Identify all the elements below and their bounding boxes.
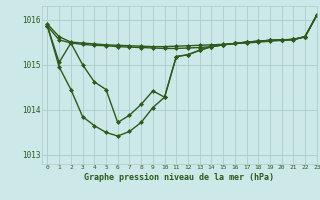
X-axis label: Graphe pression niveau de la mer (hPa): Graphe pression niveau de la mer (hPa): [84, 173, 274, 182]
